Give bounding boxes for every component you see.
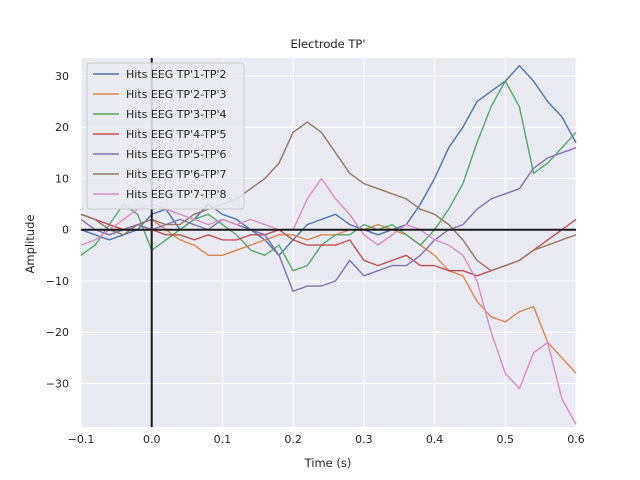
tick-labels: −0.1 0.0 0.1 0.2 0.3 0.4 0.5 0.6 30 20 10 0 −10 −20 −3…	[46, 70, 585, 446]
legend: Hits EEG TP'1-TP'2 Hits EEG TP'2-TP'3 Hits…	[86, 62, 245, 210]
x-axis-label: Time (s)	[304, 456, 352, 470]
series-line-3	[80, 80, 577, 272]
series-line-1	[80, 64, 577, 257]
series-line-5	[80, 147, 577, 292]
chart-title: Electrode TP'	[290, 37, 365, 51]
legend-entry: Hits EEG TP'7-TP'8	[126, 188, 227, 201]
series-line-2	[80, 213, 577, 374]
y-tick-label: 0	[62, 224, 69, 237]
x-tick-label: 0.6	[567, 433, 585, 446]
x-tick-label: 0.1	[214, 433, 232, 446]
legend-entry: Hits EEG TP'2-TP'3	[126, 88, 227, 101]
series-lines	[80, 64, 577, 425]
series-line-6	[80, 121, 577, 272]
x-tick-label: 0.4	[426, 433, 444, 446]
y-axis-label: Amplitude	[23, 215, 37, 274]
legend-entry: Hits EEG TP'3-TP'4	[126, 108, 227, 121]
x-tick-label: −0.1	[68, 433, 95, 446]
y-tick-label: 20	[55, 121, 69, 134]
legend-entry: Hits EEG TP'5-TP'6	[126, 148, 227, 161]
x-tick-label: 0.0	[143, 433, 161, 446]
y-tick-label: −20	[46, 326, 69, 339]
x-tick-label: 0.5	[497, 433, 515, 446]
y-tick-label: 10	[55, 172, 69, 185]
y-tick-label: 30	[55, 70, 69, 83]
legend-box	[86, 62, 245, 210]
x-tick-label: 0.2	[284, 433, 302, 446]
legend-entry: Hits EEG TP'6-TP'7	[126, 168, 227, 181]
legend-entry: Hits EEG TP'4-TP'5	[126, 128, 227, 141]
legend-entry: Hits EEG TP'1-TP'2	[126, 68, 227, 81]
y-tick-label: −10	[46, 275, 69, 288]
y-tick-label: −30	[46, 377, 69, 390]
x-tick-label: 0.3	[355, 433, 373, 446]
